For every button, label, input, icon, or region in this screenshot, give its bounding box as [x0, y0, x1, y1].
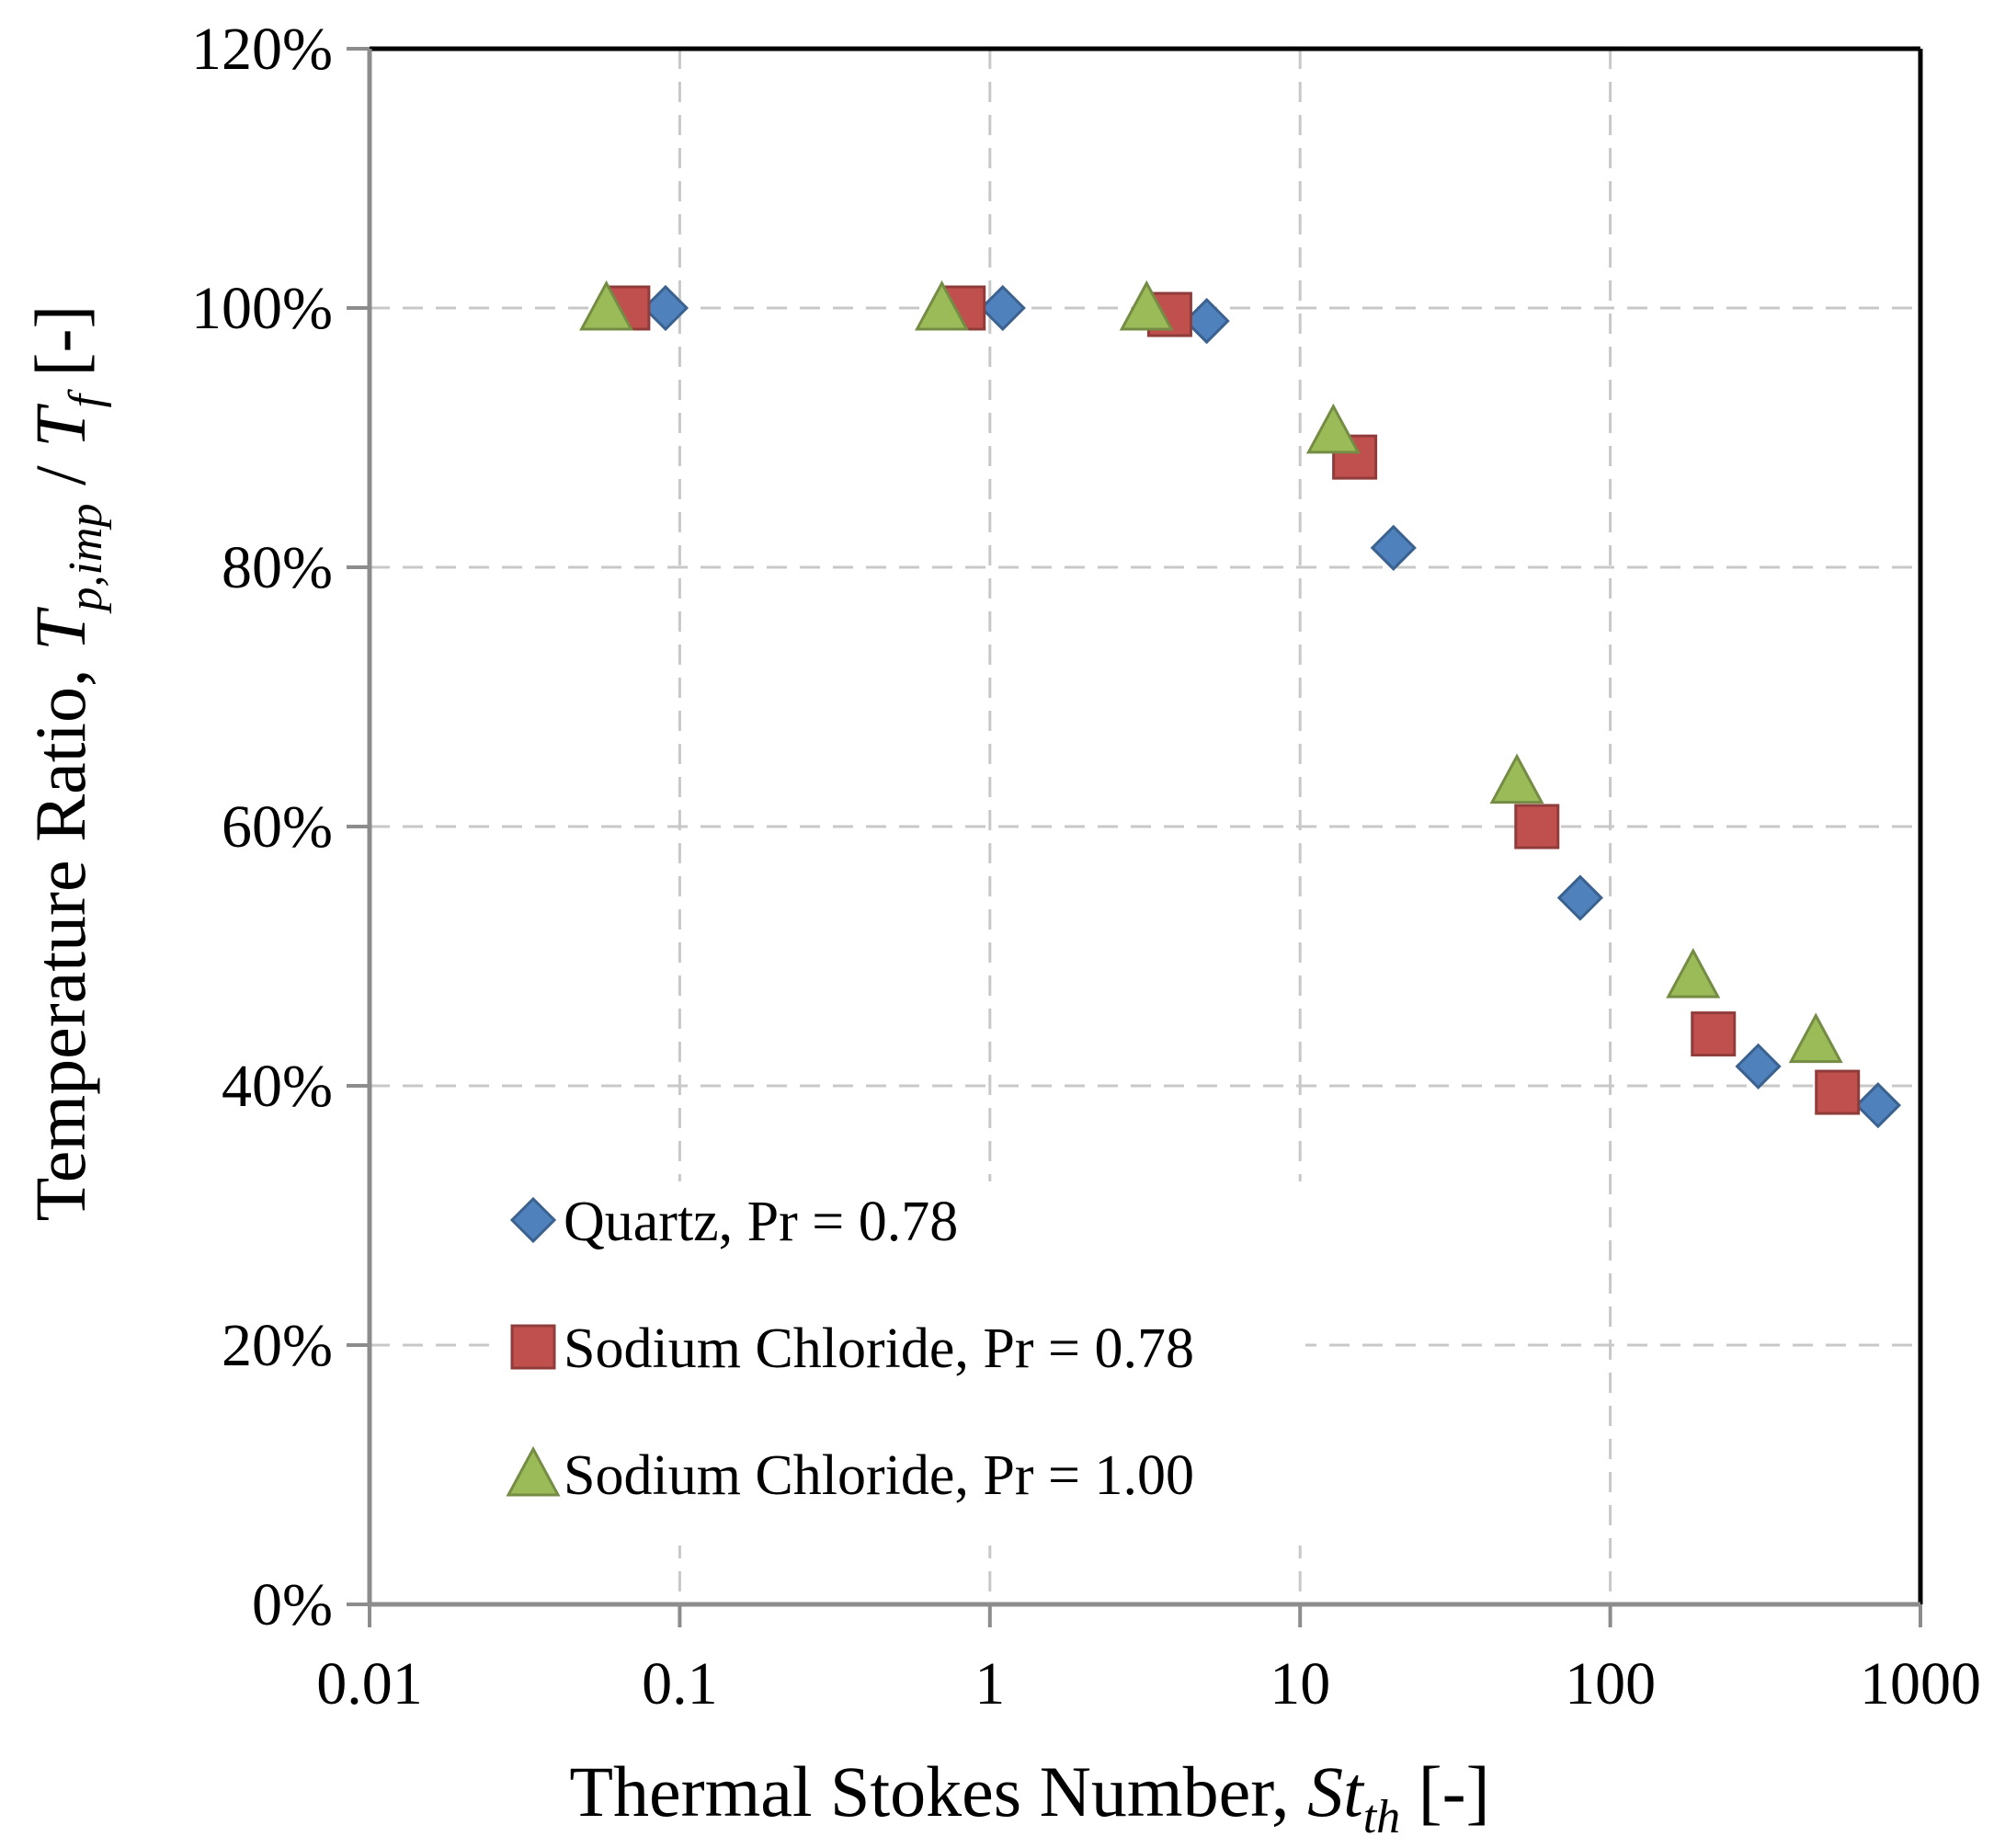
data-point-diamond	[642, 284, 689, 332]
data-point-triangle	[1489, 753, 1544, 804]
legend-entry-label: Sodium Chloride, Pr = 1.00	[564, 1444, 1194, 1507]
data-markers	[579, 279, 1902, 1129]
y-tick-label: 60%	[222, 793, 333, 861]
x-tick-label: 0.01	[316, 1650, 423, 1717]
data-point-triangle	[1119, 279, 1174, 331]
data-point-triangle	[579, 279, 634, 331]
y-tick-label: 0%	[252, 1571, 333, 1638]
x-tick-label: 1	[974, 1650, 1005, 1717]
x-tick-label: 0.1	[642, 1650, 718, 1717]
x-tick-label: 100	[1565, 1650, 1656, 1717]
data-point-square	[1691, 1011, 1737, 1057]
data-point-triangle	[1788, 1012, 1843, 1064]
data-point-diamond	[1735, 1043, 1782, 1089]
x-tick-label: 1000	[1860, 1650, 1981, 1717]
x-axis-label: Thermal Stokes Number, Stth [-]	[569, 1751, 1489, 1843]
y-axis-label: Temperature Ratio, Tp,imp / Tf [-]	[20, 305, 112, 1222]
data-point-diamond	[1183, 297, 1230, 345]
y-tick-label: 40%	[222, 1053, 333, 1120]
legend-marker-diamond	[509, 1196, 557, 1244]
legend-marker-triangle	[506, 1445, 561, 1497]
data-point-diamond	[1556, 874, 1604, 921]
data-point-triangle	[915, 279, 970, 331]
y-tick-label: 20%	[222, 1312, 333, 1379]
legend: Quartz, Pr = 0.78 Sodium Chloride, Pr = 0…	[506, 1191, 1194, 1507]
data-point-triangle	[1666, 947, 1721, 998]
legend-entry-label: Quartz, Pr = 0.78	[564, 1191, 958, 1253]
y-tick-label: 80%	[222, 534, 333, 601]
tick-labels: 0% 20% 40% 60% 80% 100% 120% 0.01 0.1 1 10 100 1000	[191, 16, 1981, 1717]
data-point-diamond	[1854, 1082, 1902, 1129]
legend-background	[496, 1181, 1305, 1546]
data-point-square	[1815, 1069, 1861, 1115]
x-tick-label: 10	[1270, 1650, 1330, 1717]
y-tick-label: 120%	[191, 16, 333, 83]
data-point-square	[1514, 804, 1560, 850]
data-point-diamond	[1370, 524, 1417, 571]
legend-entry-label: Sodium Chloride, Pr = 0.78	[564, 1318, 1194, 1380]
y-tick-label: 100%	[191, 275, 333, 342]
axes	[347, 46, 1923, 1627]
legend-marker-square	[510, 1324, 556, 1370]
data-point-diamond	[979, 284, 1026, 332]
data-point-triangle	[1305, 403, 1361, 454]
